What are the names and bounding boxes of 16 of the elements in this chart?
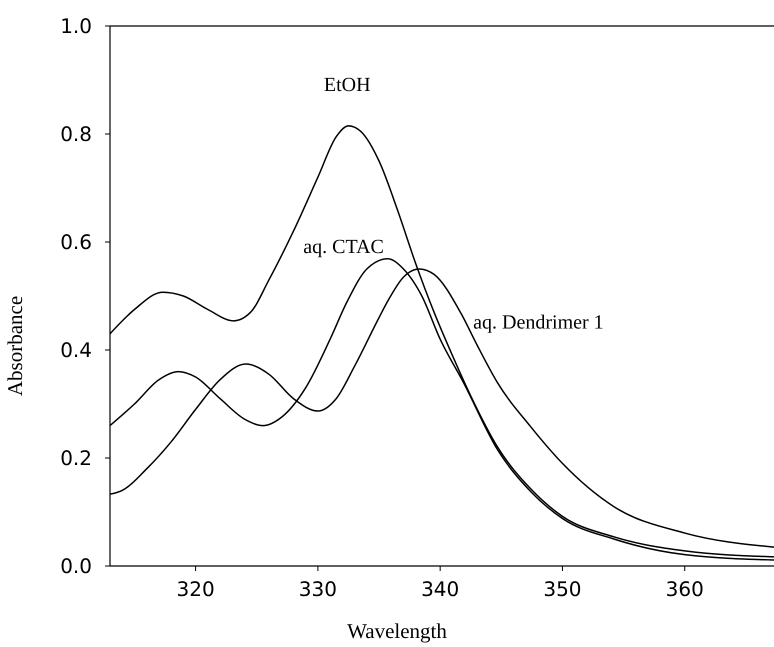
y-tick-label: 1.0 [60, 14, 92, 38]
series-label: aq. Dendrimer 1 [473, 311, 604, 334]
y-tick-label: 0.2 [60, 446, 92, 470]
x-tick-label: 360 [666, 577, 704, 601]
x-tick-label: 320 [176, 577, 215, 601]
y-axis-title: Absorbance [3, 296, 27, 396]
series-label: EtOH [324, 74, 371, 96]
x-tick-label: 350 [543, 577, 582, 601]
y-tick-label: 0.6 [60, 230, 92, 254]
y-tick-label: 0.4 [60, 338, 92, 362]
y-tick-label: 0.0 [60, 554, 92, 578]
x-axis-title: Wavelength [347, 619, 448, 643]
series-label: aq. CTAC [303, 236, 384, 258]
x-tick-label: 330 [298, 577, 337, 601]
y-tick-label: 0.8 [60, 122, 92, 146]
x-tick-label: 340 [421, 577, 460, 601]
